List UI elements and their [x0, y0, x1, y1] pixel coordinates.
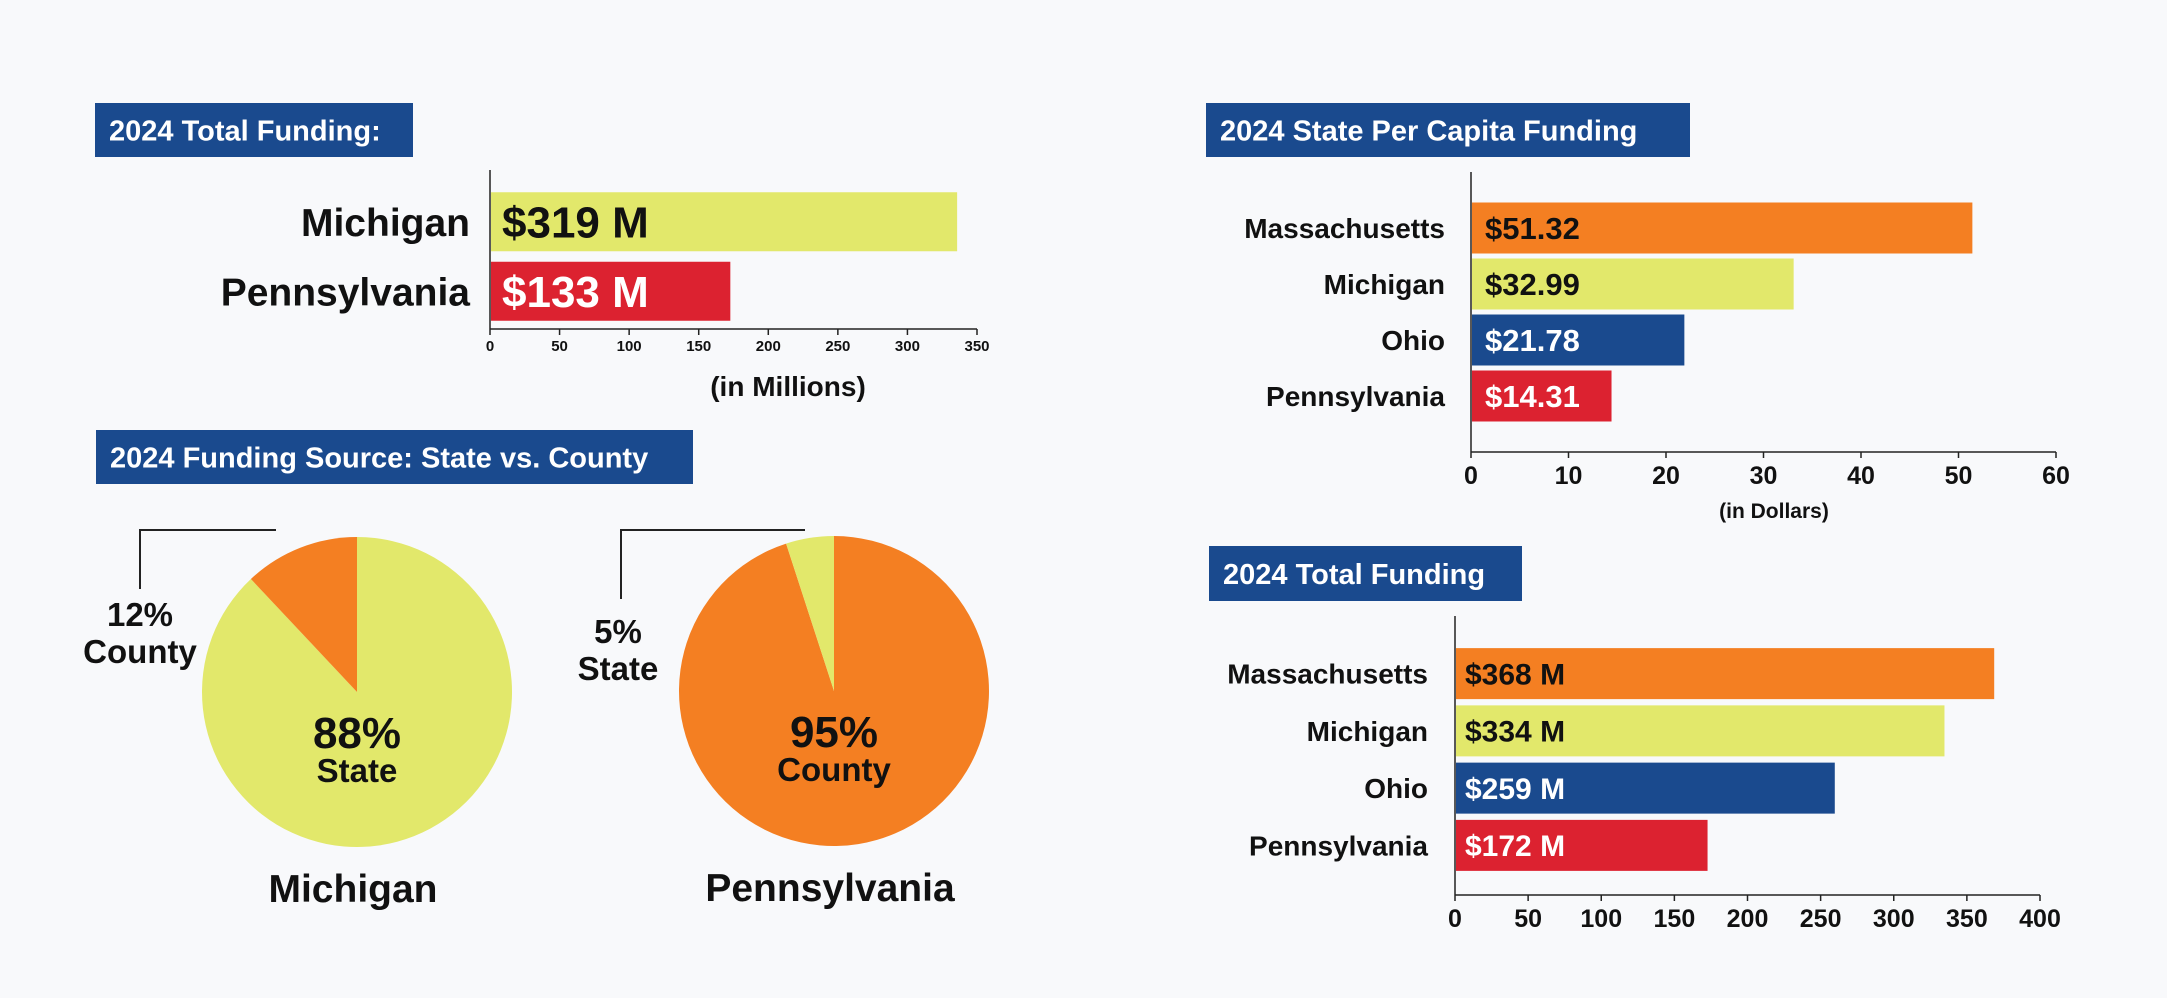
pie-slice-name: County	[777, 751, 891, 788]
x-tick-label: 60	[2042, 462, 2070, 490]
x-tick-label: 350	[1946, 905, 1988, 933]
pie-slice-name: State	[317, 752, 398, 789]
x-tick-label: 200	[756, 338, 781, 355]
category-label: Massachusetts	[1244, 213, 1445, 244]
x-tick-label: 250	[1800, 905, 1842, 933]
title-total-funding-right: 2024 Total Funding	[1223, 559, 1485, 591]
x-tick-label: 0	[486, 338, 494, 355]
leader-line	[139, 529, 276, 589]
pie-chart-label: Michigan	[268, 868, 437, 911]
pie-slice-name: State	[578, 650, 659, 687]
data-label: $172 M	[1465, 830, 1565, 863]
bar-michigan	[1456, 705, 1945, 757]
bar-michigan	[1472, 258, 1794, 310]
x-tick-label: 20	[1652, 462, 1680, 490]
category-label: Pennsylvania	[1249, 830, 1428, 861]
x-tick-label: 50	[551, 338, 568, 355]
x-tick-label: 50	[1945, 462, 1973, 490]
x-tick-label: 40	[1847, 462, 1875, 490]
pie-pct-label: 5%	[594, 613, 642, 650]
data-label: $32.99	[1485, 267, 1580, 302]
x-tick-label: 250	[825, 338, 850, 355]
pie-chart-label: Pennsylvania	[705, 867, 955, 910]
title-total-funding-right-box	[1209, 546, 1522, 601]
data-label: $368 M	[1465, 658, 1565, 691]
category-label: Ohio	[1381, 325, 1445, 356]
data-label: $14.31	[1485, 379, 1580, 414]
x-tick-label: 0	[1448, 905, 1462, 933]
title-total-funding-left-box	[95, 103, 413, 157]
x-tick-label: 10	[1555, 462, 1583, 490]
x-tick-label: 30	[1750, 462, 1778, 490]
title-funding-source-box	[96, 430, 693, 484]
category-label: Pennsylvania	[221, 271, 471, 314]
category-label: Michigan	[1324, 269, 1445, 300]
category-label: Michigan	[1307, 716, 1428, 747]
bar-massachusetts	[1456, 648, 1995, 700]
pie-slice-name: County	[83, 633, 197, 670]
x-axis-title: (in Millions)	[710, 371, 866, 402]
category-label: Pennsylvania	[1266, 381, 1445, 412]
pie-slice-state	[786, 536, 834, 691]
x-axis-title: (in Dollars)	[1719, 500, 1829, 523]
x-tick-label: 100	[617, 338, 642, 355]
x-tick-label: 200	[1727, 905, 1769, 933]
title-per-capita: 2024 State Per Capita Funding	[1220, 115, 1637, 147]
data-label: $259 M	[1465, 773, 1565, 806]
category-label: Massachusetts	[1227, 659, 1428, 690]
x-tick-label: 400	[2019, 905, 2061, 933]
leader-line	[620, 529, 805, 599]
x-tick-label: 300	[895, 338, 920, 355]
bar-ohio	[1456, 762, 1835, 814]
x-tick-label: 50	[1514, 905, 1542, 933]
bar-pennsylvania	[1472, 370, 1612, 422]
x-tick-label: 150	[1654, 905, 1696, 933]
title-per-capita-box	[1206, 103, 1690, 157]
pie-pct-label: 95%	[790, 708, 878, 757]
pie-pct-label: 12%	[107, 596, 173, 633]
x-tick-label: 100	[1580, 905, 1622, 933]
bar-michigan	[491, 192, 958, 252]
bar-pennsylvania	[1456, 819, 1708, 871]
x-tick-label: 300	[1873, 905, 1915, 933]
category-label: Ohio	[1364, 773, 1428, 804]
x-tick-label: 150	[686, 338, 711, 355]
bar-pennsylvania	[491, 261, 731, 321]
data-label: $319 M	[502, 199, 649, 248]
data-label: $133 M	[502, 268, 649, 317]
x-tick-label: 0	[1464, 462, 1478, 490]
pie-slice-county	[250, 537, 357, 692]
title-total-funding-left: 2024 Total Funding:	[109, 115, 381, 147]
bar-ohio	[1472, 314, 1685, 366]
pie-pct-label: 88%	[313, 709, 401, 758]
x-tick-label: 350	[964, 338, 989, 355]
title-funding-source: 2024 Funding Source: State vs. County	[110, 442, 648, 474]
data-label: $51.32	[1485, 211, 1580, 246]
data-label: $21.78	[1485, 323, 1580, 358]
data-label: $334 M	[1465, 716, 1565, 749]
category-label: Michigan	[301, 202, 470, 245]
bar-massachusetts	[1472, 202, 1973, 254]
